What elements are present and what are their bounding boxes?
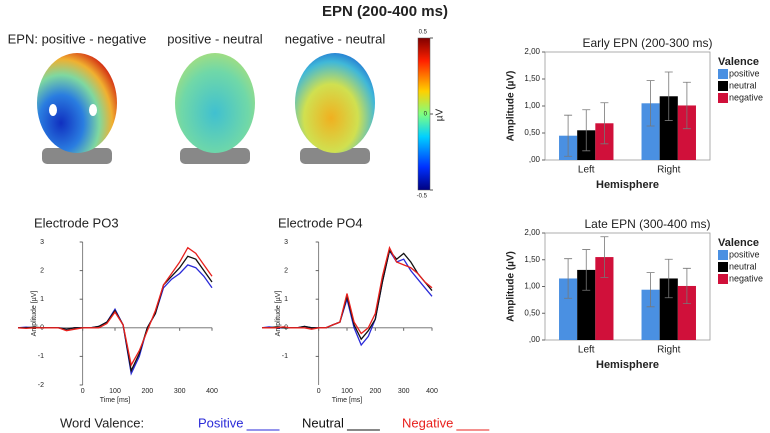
x-axis-label: Time [ms] bbox=[332, 397, 363, 404]
x-tick-label: 300 bbox=[398, 388, 410, 395]
y-tick-label: 1 bbox=[40, 296, 44, 303]
error-bar bbox=[564, 114, 573, 157]
y-axis-label: Amplitude (µV) bbox=[506, 251, 517, 322]
bar bbox=[577, 269, 596, 340]
bar bbox=[677, 285, 696, 340]
x-tick-label: 200 bbox=[141, 388, 153, 395]
error-bar bbox=[582, 249, 591, 291]
legend-label: negative bbox=[729, 273, 763, 283]
y-axis-label: Amplitude [µV] bbox=[31, 291, 38, 337]
legend-label: negative bbox=[729, 92, 763, 102]
legend-label: Neutral bbox=[302, 415, 344, 430]
y-tick-label: 2 bbox=[40, 267, 44, 274]
x-tick-label: 200 bbox=[369, 388, 381, 395]
error-bar bbox=[646, 80, 655, 127]
x-tick-label: 300 bbox=[174, 388, 186, 395]
legend-swatch bbox=[718, 250, 728, 260]
x-tick-label: 400 bbox=[426, 388, 438, 395]
y-tick-label: 1,00 bbox=[524, 101, 540, 110]
y-axis-label: Amplitude [µV] bbox=[275, 291, 282, 337]
legend-swatch bbox=[718, 69, 728, 79]
colorbar-tick-label: 0.5 bbox=[419, 30, 428, 36]
x-tick-label: 100 bbox=[109, 388, 121, 395]
error-bar bbox=[582, 109, 591, 152]
bar bbox=[641, 289, 660, 340]
map-title: negative - neutral bbox=[285, 31, 386, 46]
chart-title: Late EPN (300-400 ms) bbox=[584, 217, 710, 231]
y-tick-label: -2 bbox=[38, 382, 44, 389]
y-tick-label: 0,50 bbox=[524, 128, 540, 137]
x-tick-label: 0 bbox=[81, 388, 85, 395]
y-tick-label: -1 bbox=[38, 353, 44, 360]
chart-title: Electrode PO4 bbox=[278, 215, 363, 230]
y-tick-label: 2,00 bbox=[524, 228, 540, 237]
x-tick-label: 0 bbox=[317, 388, 321, 395]
figure-title: EPN (200-400 ms) bbox=[322, 3, 448, 20]
y-tick-label: 1,00 bbox=[524, 282, 540, 291]
colorbar-label: µV bbox=[435, 108, 446, 121]
legend-swatch bbox=[718, 93, 728, 103]
legend-label: Negative bbox=[402, 415, 453, 430]
x-tick-label: Left bbox=[578, 165, 595, 176]
y-tick-label: ,00 bbox=[529, 335, 541, 344]
error-bar bbox=[664, 258, 673, 299]
x-tick-label: 400 bbox=[206, 388, 218, 395]
legend-title: Word Valence: bbox=[60, 415, 144, 430]
y-tick-label: 1 bbox=[284, 296, 288, 303]
x-tick-label: Right bbox=[657, 165, 681, 176]
x-tick-label: Left bbox=[578, 345, 595, 356]
error-bar bbox=[682, 81, 691, 130]
colorbar-tick-label: -0.5 bbox=[417, 194, 428, 200]
x-tick-label: Right bbox=[657, 345, 681, 356]
bar bbox=[641, 103, 660, 160]
erp-line bbox=[18, 255, 213, 373]
x-axis-label: Hemisphere bbox=[596, 359, 659, 371]
error-bar bbox=[564, 258, 573, 299]
legend-swatch bbox=[718, 274, 728, 284]
y-axis-label: Amplitude (µV) bbox=[506, 71, 517, 142]
colorbar-tick-label: 0 bbox=[424, 112, 428, 118]
error-bar bbox=[664, 71, 673, 121]
chart-title: Early EPN (200-300 ms) bbox=[582, 36, 712, 50]
x-axis-label: Hemisphere bbox=[596, 179, 659, 191]
y-tick-label: 2 bbox=[284, 267, 288, 274]
y-tick-label: 3 bbox=[40, 239, 44, 246]
bar bbox=[659, 278, 678, 340]
error-bar bbox=[682, 267, 691, 305]
map-title: EPN: positive - negative bbox=[8, 31, 147, 46]
y-tick-label: 1,50 bbox=[524, 255, 540, 264]
legend-swatch bbox=[718, 262, 728, 272]
bar bbox=[677, 105, 696, 160]
y-tick-label: ,00 bbox=[529, 155, 541, 164]
error-bar bbox=[646, 272, 655, 308]
y-tick-label: 2,00 bbox=[524, 47, 540, 56]
legend-title: Valence bbox=[718, 237, 759, 249]
legend-label: neutral bbox=[729, 261, 757, 271]
map-title: positive - neutral bbox=[167, 31, 262, 46]
erp-line bbox=[17, 264, 213, 376]
heads bbox=[37, 37, 431, 191]
x-tick-label: 100 bbox=[341, 388, 353, 395]
erp-line bbox=[262, 245, 433, 335]
y-tick-label: 3 bbox=[284, 239, 288, 246]
legend-label: positive bbox=[729, 68, 760, 78]
x-axis-label: Time [ms] bbox=[100, 397, 131, 404]
y-tick-label: 0,50 bbox=[524, 308, 540, 317]
bar bbox=[559, 278, 578, 340]
legend-label: positive bbox=[729, 249, 760, 259]
legend-label: neutral bbox=[729, 80, 757, 90]
error-bar bbox=[600, 102, 609, 145]
chart-title: Electrode PO3 bbox=[34, 215, 119, 230]
bar bbox=[595, 257, 614, 340]
bar bbox=[659, 96, 678, 160]
y-tick-label: 1,50 bbox=[524, 74, 540, 83]
legend-label: Positive bbox=[198, 415, 244, 430]
legend-swatch bbox=[718, 81, 728, 91]
error-bar bbox=[600, 236, 609, 278]
y-tick-label: -1 bbox=[282, 353, 288, 360]
erp-line bbox=[17, 246, 213, 367]
legend-title: Valence bbox=[718, 56, 759, 68]
